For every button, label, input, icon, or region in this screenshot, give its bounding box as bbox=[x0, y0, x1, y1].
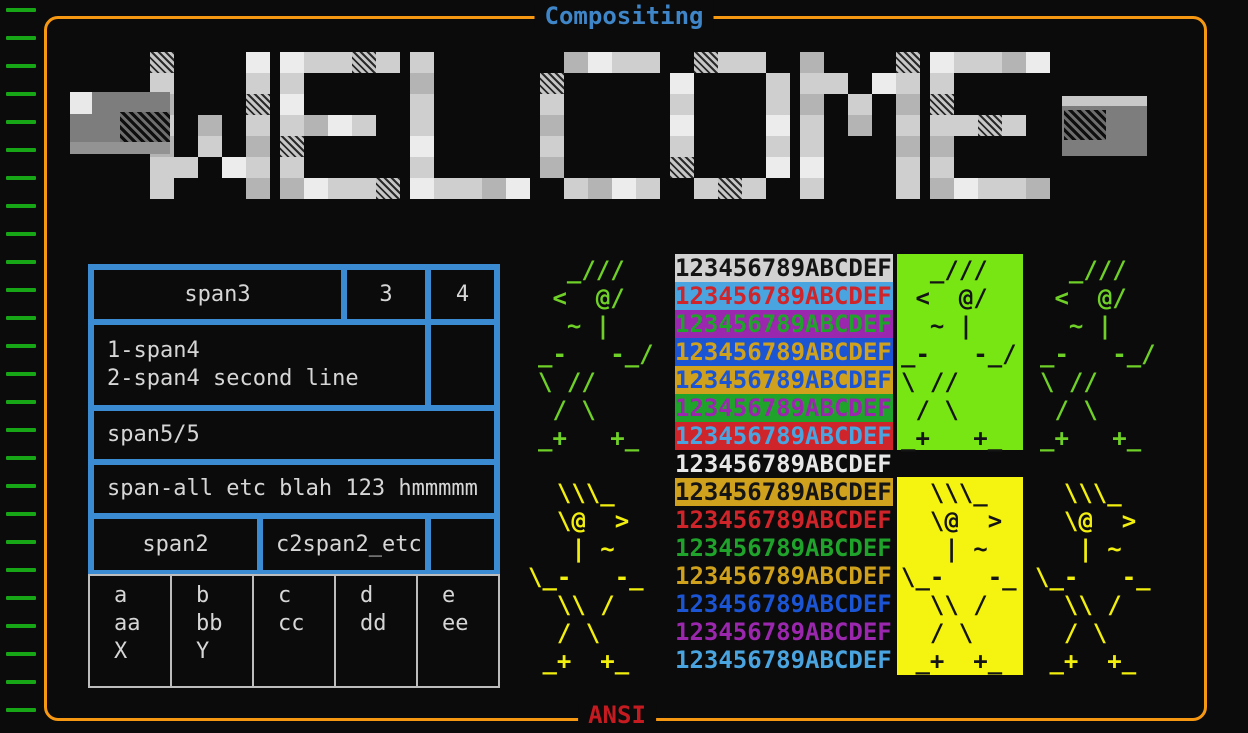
banner-letter bbox=[670, 52, 790, 199]
tick-mark bbox=[6, 148, 36, 152]
ansi-text-row: 123456789ABCDEF bbox=[675, 562, 892, 590]
green-filled-box: _/// < @/ ~ | _- -_/ \ // / \ _+ +_ bbox=[897, 254, 1023, 452]
span-layout-table: span3 3 4 1-span4 2-span4 second line span5/… bbox=[88, 264, 500, 576]
banner-letter bbox=[280, 52, 400, 199]
dancer-figure-green-left: _/// < @/ ~ | _- -_/ \ // / \ _+ +_ bbox=[538, 256, 654, 452]
tick-mark bbox=[6, 176, 36, 180]
tick-mark bbox=[6, 596, 36, 600]
dancer-figure-green-right: _/// < @/ ~ | _- -_/ \ // / \ _+ +_ bbox=[1040, 256, 1156, 452]
ansi-text-row: 123456789ABCDEF bbox=[675, 534, 892, 562]
banner-letter bbox=[410, 52, 530, 199]
span-table-cell: span-all etc blah 123 hmmmmm bbox=[94, 465, 494, 513]
tick-mark bbox=[6, 456, 36, 460]
span-table-cell: span2 bbox=[94, 519, 257, 570]
tick-mark bbox=[6, 36, 36, 40]
tick-mark bbox=[6, 260, 36, 264]
ansi-text-row: 123456789ABCDEF bbox=[675, 478, 893, 506]
span-table-cell: 4 bbox=[431, 270, 494, 319]
ansi-text-row: 123456789ABCDEF bbox=[675, 590, 892, 618]
dancer-figure-yellow-left: \\\_ \@ > | ~ \_- -_ \\ / / \ _+ +_ bbox=[528, 479, 644, 675]
grid-table-cell: c cc bbox=[254, 576, 334, 686]
grid-table-cell: b bb Y bbox=[172, 576, 252, 686]
frame-footer: ANSI bbox=[578, 702, 656, 728]
tick-mark bbox=[6, 512, 36, 516]
ansi-text-row: 123456789ABCDEF bbox=[675, 506, 892, 534]
ansi-color-rows: 123456789ABCDEF 123456789ABCDEF 123456789A… bbox=[675, 254, 893, 674]
ansi-text-row: 123456789ABCDEF bbox=[675, 394, 893, 422]
span-table-cell bbox=[431, 325, 494, 405]
grid-table-cell: d dd bbox=[336, 576, 416, 686]
banner-letter bbox=[540, 52, 660, 199]
ansi-text-row: 123456789ABCDEF bbox=[675, 450, 892, 478]
span-table-cell: span3 bbox=[94, 270, 341, 319]
ansi-text-row: 123456789ABCDEF bbox=[675, 282, 893, 310]
tick-mark bbox=[6, 232, 36, 236]
banner-letter bbox=[800, 52, 920, 199]
grid-table-cell: e ee bbox=[418, 576, 498, 686]
span-table-cell: c2span2_etc bbox=[263, 519, 425, 570]
span-table-cell bbox=[431, 519, 494, 570]
banner-right-cap bbox=[1062, 96, 1147, 156]
tick-mark bbox=[6, 540, 36, 544]
tick-mark bbox=[6, 372, 36, 376]
tick-mark bbox=[6, 316, 36, 320]
tick-mark bbox=[6, 652, 36, 656]
tick-mark bbox=[6, 484, 36, 488]
yellow-filled-box: \\\_ \@ > | ~ \_- -_ \\ / / \ _+ +_ bbox=[897, 477, 1023, 675]
tick-mark bbox=[6, 568, 36, 572]
welcome-banner bbox=[150, 52, 1060, 199]
dancer-figure-in-yellow-box: \\\_ \@ > | ~ \_- -_ \\ / / \ _+ +_ bbox=[901, 479, 1017, 675]
ansi-text-row: 123456789ABCDEF bbox=[675, 646, 892, 674]
tick-mark bbox=[6, 64, 36, 68]
ansi-text-row: 123456789ABCDEF bbox=[675, 422, 893, 450]
dancer-figure-yellow-right: \\\_ \@ > | ~ \_- -_ \\ / / \ _+ +_ bbox=[1035, 479, 1151, 675]
ansi-text-row: 123456789ABCDEF bbox=[675, 310, 893, 338]
tick-mark bbox=[6, 400, 36, 404]
frame-title: Compositing bbox=[534, 3, 714, 29]
banner-left-cap bbox=[70, 92, 170, 154]
tick-mark bbox=[6, 120, 36, 124]
tick-mark bbox=[6, 680, 36, 684]
banner-letter bbox=[930, 52, 1050, 199]
grid-table-cell: a aa X bbox=[90, 576, 170, 686]
tick-mark bbox=[6, 92, 36, 96]
ansi-text-row: 123456789ABCDEF bbox=[675, 338, 893, 366]
tick-mark bbox=[6, 708, 36, 712]
span-table-cell: 1-span4 2-span4 second line bbox=[94, 325, 425, 405]
tick-mark bbox=[6, 428, 36, 432]
tick-mark bbox=[6, 344, 36, 348]
dancer-figure-in-green-box: _/// < @/ ~ | _- -_/ \ // / \ _+ +_ bbox=[901, 256, 1017, 452]
ansi-text-row: 123456789ABCDEF bbox=[675, 254, 893, 282]
span-table-cell: 3 bbox=[347, 270, 425, 319]
ansi-text-row: 123456789ABCDEF bbox=[675, 366, 893, 394]
span-table-cell: span5/5 bbox=[94, 411, 494, 459]
ansi-text-row: 123456789ABCDEF bbox=[675, 618, 892, 646]
tick-mark bbox=[6, 204, 36, 208]
tick-mark bbox=[6, 8, 36, 12]
tick-mark bbox=[6, 288, 36, 292]
tick-mark bbox=[6, 624, 36, 628]
